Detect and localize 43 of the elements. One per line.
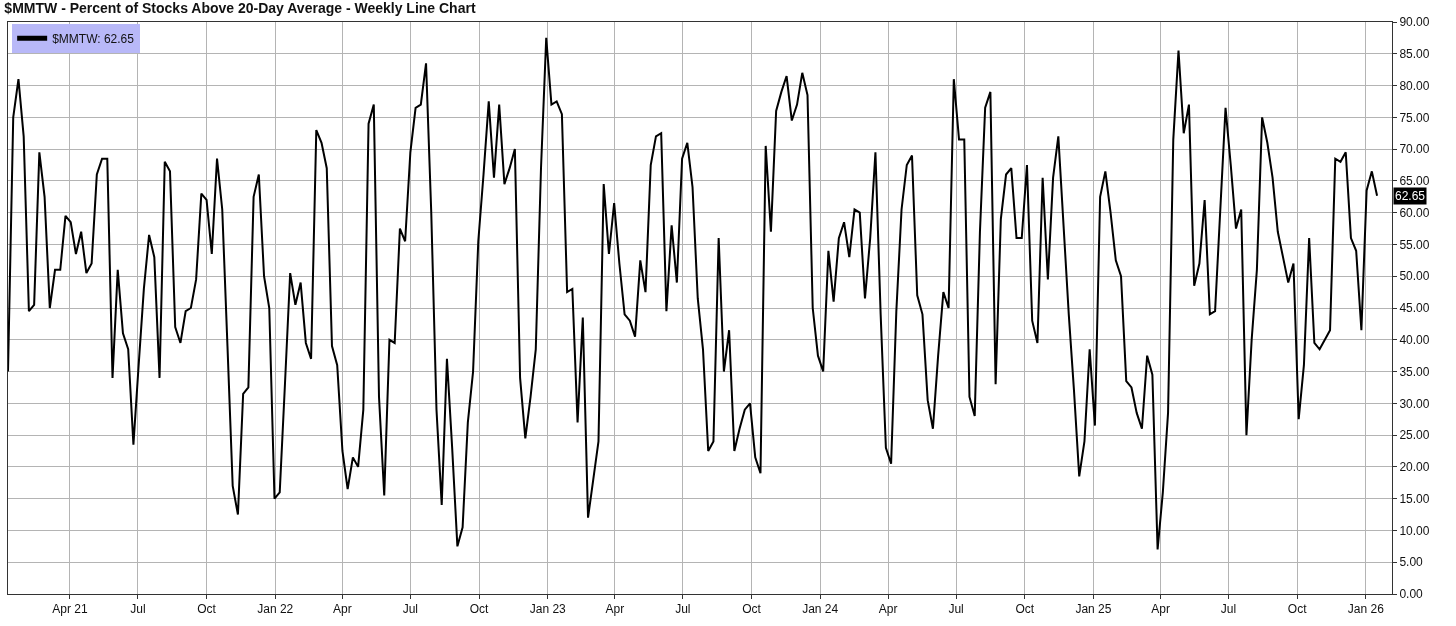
y-tick-label: 75.00 (1399, 110, 1430, 125)
x-tick-label: Jul (948, 602, 964, 617)
y-tick-label: 70.00 (1399, 142, 1430, 157)
x-tick-label: Apr (878, 602, 898, 617)
y-tick-label: 30.00 (1399, 396, 1430, 411)
y-tick-label: 15.00 (1399, 491, 1430, 506)
y-tick-label: 35.00 (1399, 364, 1430, 379)
y-tick-label: 55.00 (1399, 237, 1430, 252)
chart-title: $MMTW - Percent of Stocks Above 20-Day Average - Weekly Line Chart (4, 0, 476, 16)
x-tick-label: Jul (1220, 602, 1237, 617)
x-tick-label: Jan 24 (802, 602, 839, 617)
x-tick-label: Apr (605, 602, 625, 617)
x-tick-label: Oct (742, 602, 762, 617)
x-tick-label: Jan 25 (1075, 602, 1112, 617)
x-tick-label: Jan 26 (1347, 602, 1385, 617)
y-tick-label: 65.00 (1399, 174, 1430, 189)
x-tick-label: Oct (469, 602, 490, 617)
annotation: 62.65 (1395, 189, 1426, 203)
x-tick-label: Jul (402, 602, 419, 617)
x-tick-label: Oct (1287, 602, 1308, 617)
y-tick-label: 0.00 (1399, 587, 1424, 602)
x-tick-label: Jan 23 (529, 602, 567, 617)
x-tick-label: Jan 22 (257, 602, 294, 617)
x-tick-label: Apr 21 (52, 602, 88, 617)
y-tick-label: 25.00 (1399, 428, 1430, 443)
y-tick-label: 80.00 (1399, 78, 1430, 93)
y-tick-label: 45.00 (1399, 301, 1430, 316)
x-tick-label: Oct (197, 602, 217, 617)
y-tick-label: 85.00 (1399, 46, 1430, 61)
y-tick-label: 40.00 (1399, 332, 1430, 347)
x-tick-label: Apr (333, 602, 352, 617)
y-tick-label: 60.00 (1399, 205, 1430, 220)
legend-label: $MMTW: 62.65 (52, 31, 135, 46)
y-tick-label: 20.00 (1399, 460, 1430, 475)
y-tick-label: 10.00 (1399, 523, 1430, 538)
x-tick-label: Jul (130, 602, 146, 617)
x-tick-label: Jul (675, 602, 691, 617)
x-tick-label: Apr (1151, 602, 1170, 617)
x-tick-label: Oct (1015, 602, 1035, 617)
y-tick-label: 50.00 (1399, 269, 1430, 284)
line-series (8, 36, 1379, 551)
y-tick-label: 90.00 (1399, 15, 1430, 30)
y-tick-label: 5.00 (1399, 555, 1424, 570)
